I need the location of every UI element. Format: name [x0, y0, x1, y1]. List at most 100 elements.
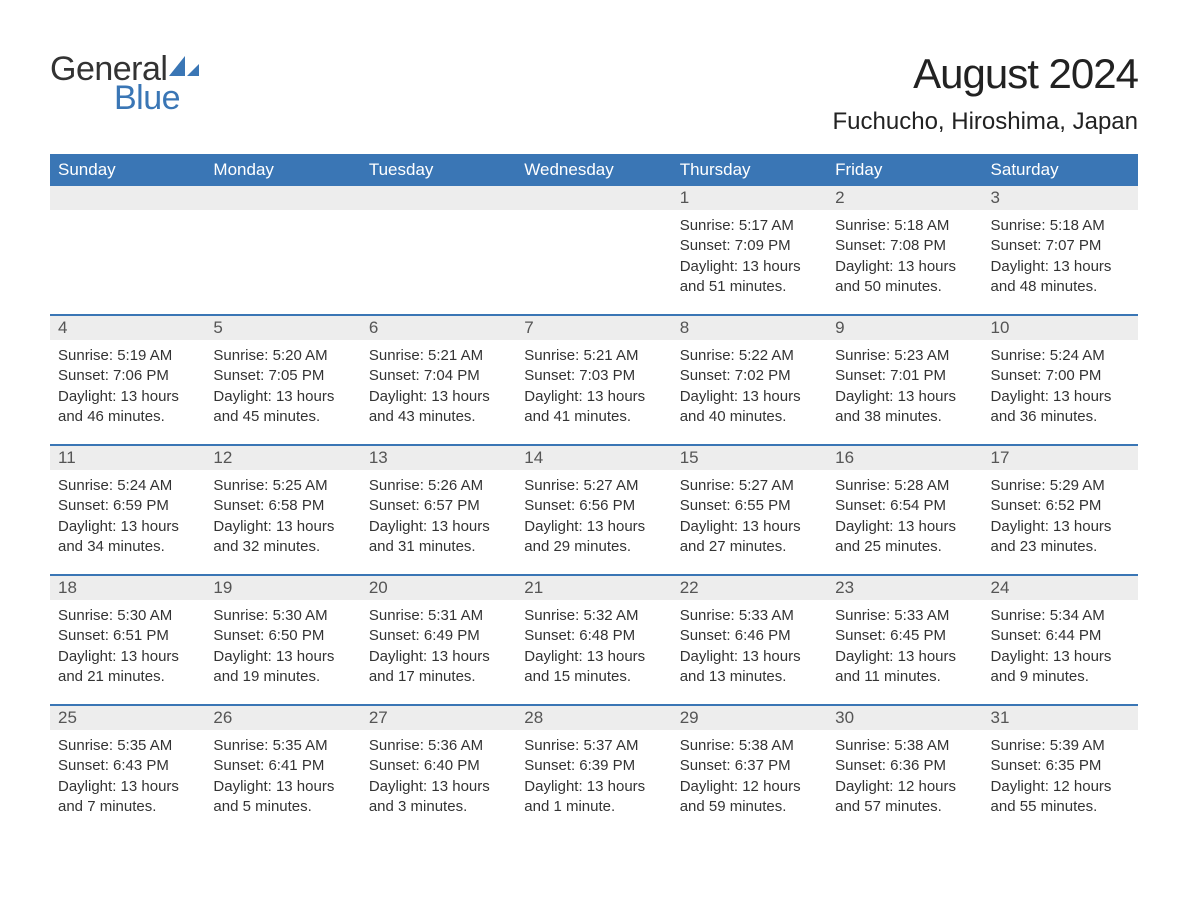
day-details: Sunrise: 5:24 AMSunset: 7:00 PMDaylight:…	[983, 340, 1138, 427]
sunset-text: Sunset: 6:39 PM	[524, 756, 663, 776]
calendar-week: 25Sunrise: 5:35 AMSunset: 6:43 PMDayligh…	[50, 704, 1138, 834]
day-number: 14	[516, 446, 671, 470]
calendar-day-cell: 30Sunrise: 5:38 AMSunset: 6:36 PMDayligh…	[827, 706, 982, 834]
sunrise-text: Sunrise: 5:19 AM	[58, 346, 197, 366]
day-number: 17	[983, 446, 1138, 470]
day-details: Sunrise: 5:18 AMSunset: 7:08 PMDaylight:…	[827, 210, 982, 297]
daylight-text: Daylight: 13 hours and 19 minutes.	[213, 647, 352, 688]
day-number: 29	[672, 706, 827, 730]
calendar-day-cell: 11Sunrise: 5:24 AMSunset: 6:59 PMDayligh…	[50, 446, 205, 574]
sunset-text: Sunset: 6:55 PM	[680, 496, 819, 516]
daylight-text: Daylight: 13 hours and 41 minutes.	[524, 387, 663, 428]
sunrise-text: Sunrise: 5:33 AM	[835, 606, 974, 626]
day-details: Sunrise: 5:35 AMSunset: 6:43 PMDaylight:…	[50, 730, 205, 817]
day-number: 4	[50, 316, 205, 340]
sunrise-text: Sunrise: 5:17 AM	[680, 216, 819, 236]
daylight-text: Daylight: 13 hours and 29 minutes.	[524, 517, 663, 558]
day-number: 12	[205, 446, 360, 470]
day-number: 1	[672, 186, 827, 210]
sunrise-text: Sunrise: 5:27 AM	[524, 476, 663, 496]
sunrise-text: Sunrise: 5:38 AM	[835, 736, 974, 756]
day-number: 11	[50, 446, 205, 470]
calendar-day-cell: 6Sunrise: 5:21 AMSunset: 7:04 PMDaylight…	[361, 316, 516, 444]
day-number: 13	[361, 446, 516, 470]
daylight-text: Daylight: 13 hours and 46 minutes.	[58, 387, 197, 428]
calendar-day-cell: 25Sunrise: 5:35 AMSunset: 6:43 PMDayligh…	[50, 706, 205, 834]
daylight-text: Daylight: 13 hours and 36 minutes.	[991, 387, 1130, 428]
sunrise-text: Sunrise: 5:36 AM	[369, 736, 508, 756]
daylight-text: Daylight: 12 hours and 57 minutes.	[835, 777, 974, 818]
sunset-text: Sunset: 6:48 PM	[524, 626, 663, 646]
daylight-text: Daylight: 12 hours and 55 minutes.	[991, 777, 1130, 818]
day-number: 7	[516, 316, 671, 340]
day-details: Sunrise: 5:21 AMSunset: 7:03 PMDaylight:…	[516, 340, 671, 427]
day-details: Sunrise: 5:17 AMSunset: 7:09 PMDaylight:…	[672, 210, 827, 297]
sunrise-text: Sunrise: 5:38 AM	[680, 736, 819, 756]
sunset-text: Sunset: 6:57 PM	[369, 496, 508, 516]
day-details: Sunrise: 5:18 AMSunset: 7:07 PMDaylight:…	[983, 210, 1138, 297]
day-number	[516, 186, 671, 210]
sunset-text: Sunset: 7:07 PM	[991, 236, 1130, 256]
day-number: 27	[361, 706, 516, 730]
calendar-week: 11 Sunrise: 5:24 AMSunset: 6:59 PM Dayligh…	[50, 444, 1138, 574]
calendar-day-cell: 14Sunrise: 5:27 AMSunset: 6:56 PMDayligh…	[516, 446, 671, 574]
calendar-week: 4Sunrise: 5:19 AMSunset: 7:06 PMDaylight…	[50, 314, 1138, 444]
daylight-text: Daylight: 13 hours and 43 minutes.	[369, 387, 508, 428]
calendar-day-cell: 24Sunrise: 5:34 AMSunset: 6:44 PMDayligh…	[983, 576, 1138, 704]
day-details: Sunrise: 5:30 AMSunset: 6:50 PMDaylight:…	[205, 600, 360, 687]
dow-cell: Thursday	[672, 154, 827, 186]
calendar-day-cell	[516, 186, 671, 314]
sunset-text: Sunset: 7:04 PM	[369, 366, 508, 386]
daylight-text: Daylight: 13 hours and 45 minutes.	[213, 387, 352, 428]
day-details: Sunrise: 5:29 AMSunset: 6:52 PMDaylight:…	[983, 470, 1138, 557]
day-details: Sunrise: 5:19 AMSunset: 7:06 PMDaylight:…	[50, 340, 205, 427]
sunset-text: Sunset: 7:06 PM	[58, 366, 197, 386]
daylight-text: Daylight: 13 hours and 48 minutes.	[991, 257, 1130, 298]
day-details: Sunrise: 5:35 AMSunset: 6:41 PMDaylight:…	[205, 730, 360, 817]
calendar-day-cell: 4Sunrise: 5:19 AMSunset: 7:06 PMDaylight…	[50, 316, 205, 444]
sunset-text: Sunset: 7:08 PM	[835, 236, 974, 256]
calendar-day-cell: 13Sunrise: 5:26 AMSunset: 6:57 PMDayligh…	[361, 446, 516, 574]
dow-cell: Saturday	[983, 154, 1138, 186]
daylight-text: Daylight: 13 hours and 5 minutes.	[213, 777, 352, 818]
sunset-text: Sunset: 6:59 PM	[58, 496, 197, 516]
sunrise-text: Sunrise: 5:24 AM	[58, 476, 197, 496]
day-number: 25	[50, 706, 205, 730]
sunrise-text: Sunrise: 5:33 AM	[680, 606, 819, 626]
day-details: Sunrise: 5:34 AMSunset: 6:44 PMDaylight:…	[983, 600, 1138, 687]
calendar-day-cell: 12Sunrise: 5:25 AMSunset: 6:58 PMDayligh…	[205, 446, 360, 574]
day-details: Sunrise: 5:37 AMSunset: 6:39 PMDaylight:…	[516, 730, 671, 817]
sunrise-text: Sunrise: 5:35 AM	[58, 736, 197, 756]
calendar-day-cell: 26Sunrise: 5:35 AMSunset: 6:41 PMDayligh…	[205, 706, 360, 834]
day-details: Sunrise: 5:33 AMSunset: 6:45 PMDaylight:…	[827, 600, 982, 687]
day-number: 16	[827, 446, 982, 470]
sunset-text: Sunset: 6:51 PM	[58, 626, 197, 646]
day-details: Sunrise: 5:21 AMSunset: 7:04 PMDaylight:…	[361, 340, 516, 427]
sunrise-text: Sunrise: 5:23 AM	[835, 346, 974, 366]
daylight-text: Daylight: 13 hours and 21 minutes.	[58, 647, 197, 688]
sunset-text: Sunset: 6:45 PM	[835, 626, 974, 646]
day-number: 20	[361, 576, 516, 600]
calendar-day-cell: 23Sunrise: 5:33 AMSunset: 6:45 PMDayligh…	[827, 576, 982, 704]
daylight-text: Daylight: 13 hours and 38 minutes.	[835, 387, 974, 428]
day-details: Sunrise: 5:31 AMSunset: 6:49 PMDaylight:…	[361, 600, 516, 687]
days-of-week-header: SundayMondayTuesdayWednesdayThursdayFrid…	[50, 154, 1138, 186]
day-details: Sunrise: 5:27 AMSunset: 6:55 PMDaylight:…	[672, 470, 827, 557]
day-number: 21	[516, 576, 671, 600]
daylight-text: Daylight: 13 hours and 9 minutes.	[991, 647, 1130, 688]
sunset-text: Sunset: 6:58 PM	[213, 496, 352, 516]
calendar-day-cell: 3Sunrise: 5:18 AMSunset: 7:07 PMDaylight…	[983, 186, 1138, 314]
daylight-text: Daylight: 13 hours and 51 minutes.	[680, 257, 819, 298]
sunrise-text: Sunrise: 5:31 AM	[369, 606, 508, 626]
daylight-text: Daylight: 13 hours and 1 minute.	[524, 777, 663, 818]
sunset-text: Sunset: 6:43 PM	[58, 756, 197, 776]
day-details: Sunrise: 5:38 AMSunset: 6:37 PMDaylight:…	[672, 730, 827, 817]
sunset-text: Sunset: 6:52 PM	[991, 496, 1130, 516]
calendar-day-cell: 17Sunrise: 5:29 AMSunset: 6:52 PMDayligh…	[983, 446, 1138, 574]
daylight-text: Daylight: 13 hours and 13 minutes.	[680, 647, 819, 688]
daylight-text: Daylight: 13 hours and 23 minutes.	[991, 517, 1130, 558]
day-number: 9	[827, 316, 982, 340]
calendar-day-cell	[205, 186, 360, 314]
day-number: 31	[983, 706, 1138, 730]
dow-cell: Sunday	[50, 154, 205, 186]
